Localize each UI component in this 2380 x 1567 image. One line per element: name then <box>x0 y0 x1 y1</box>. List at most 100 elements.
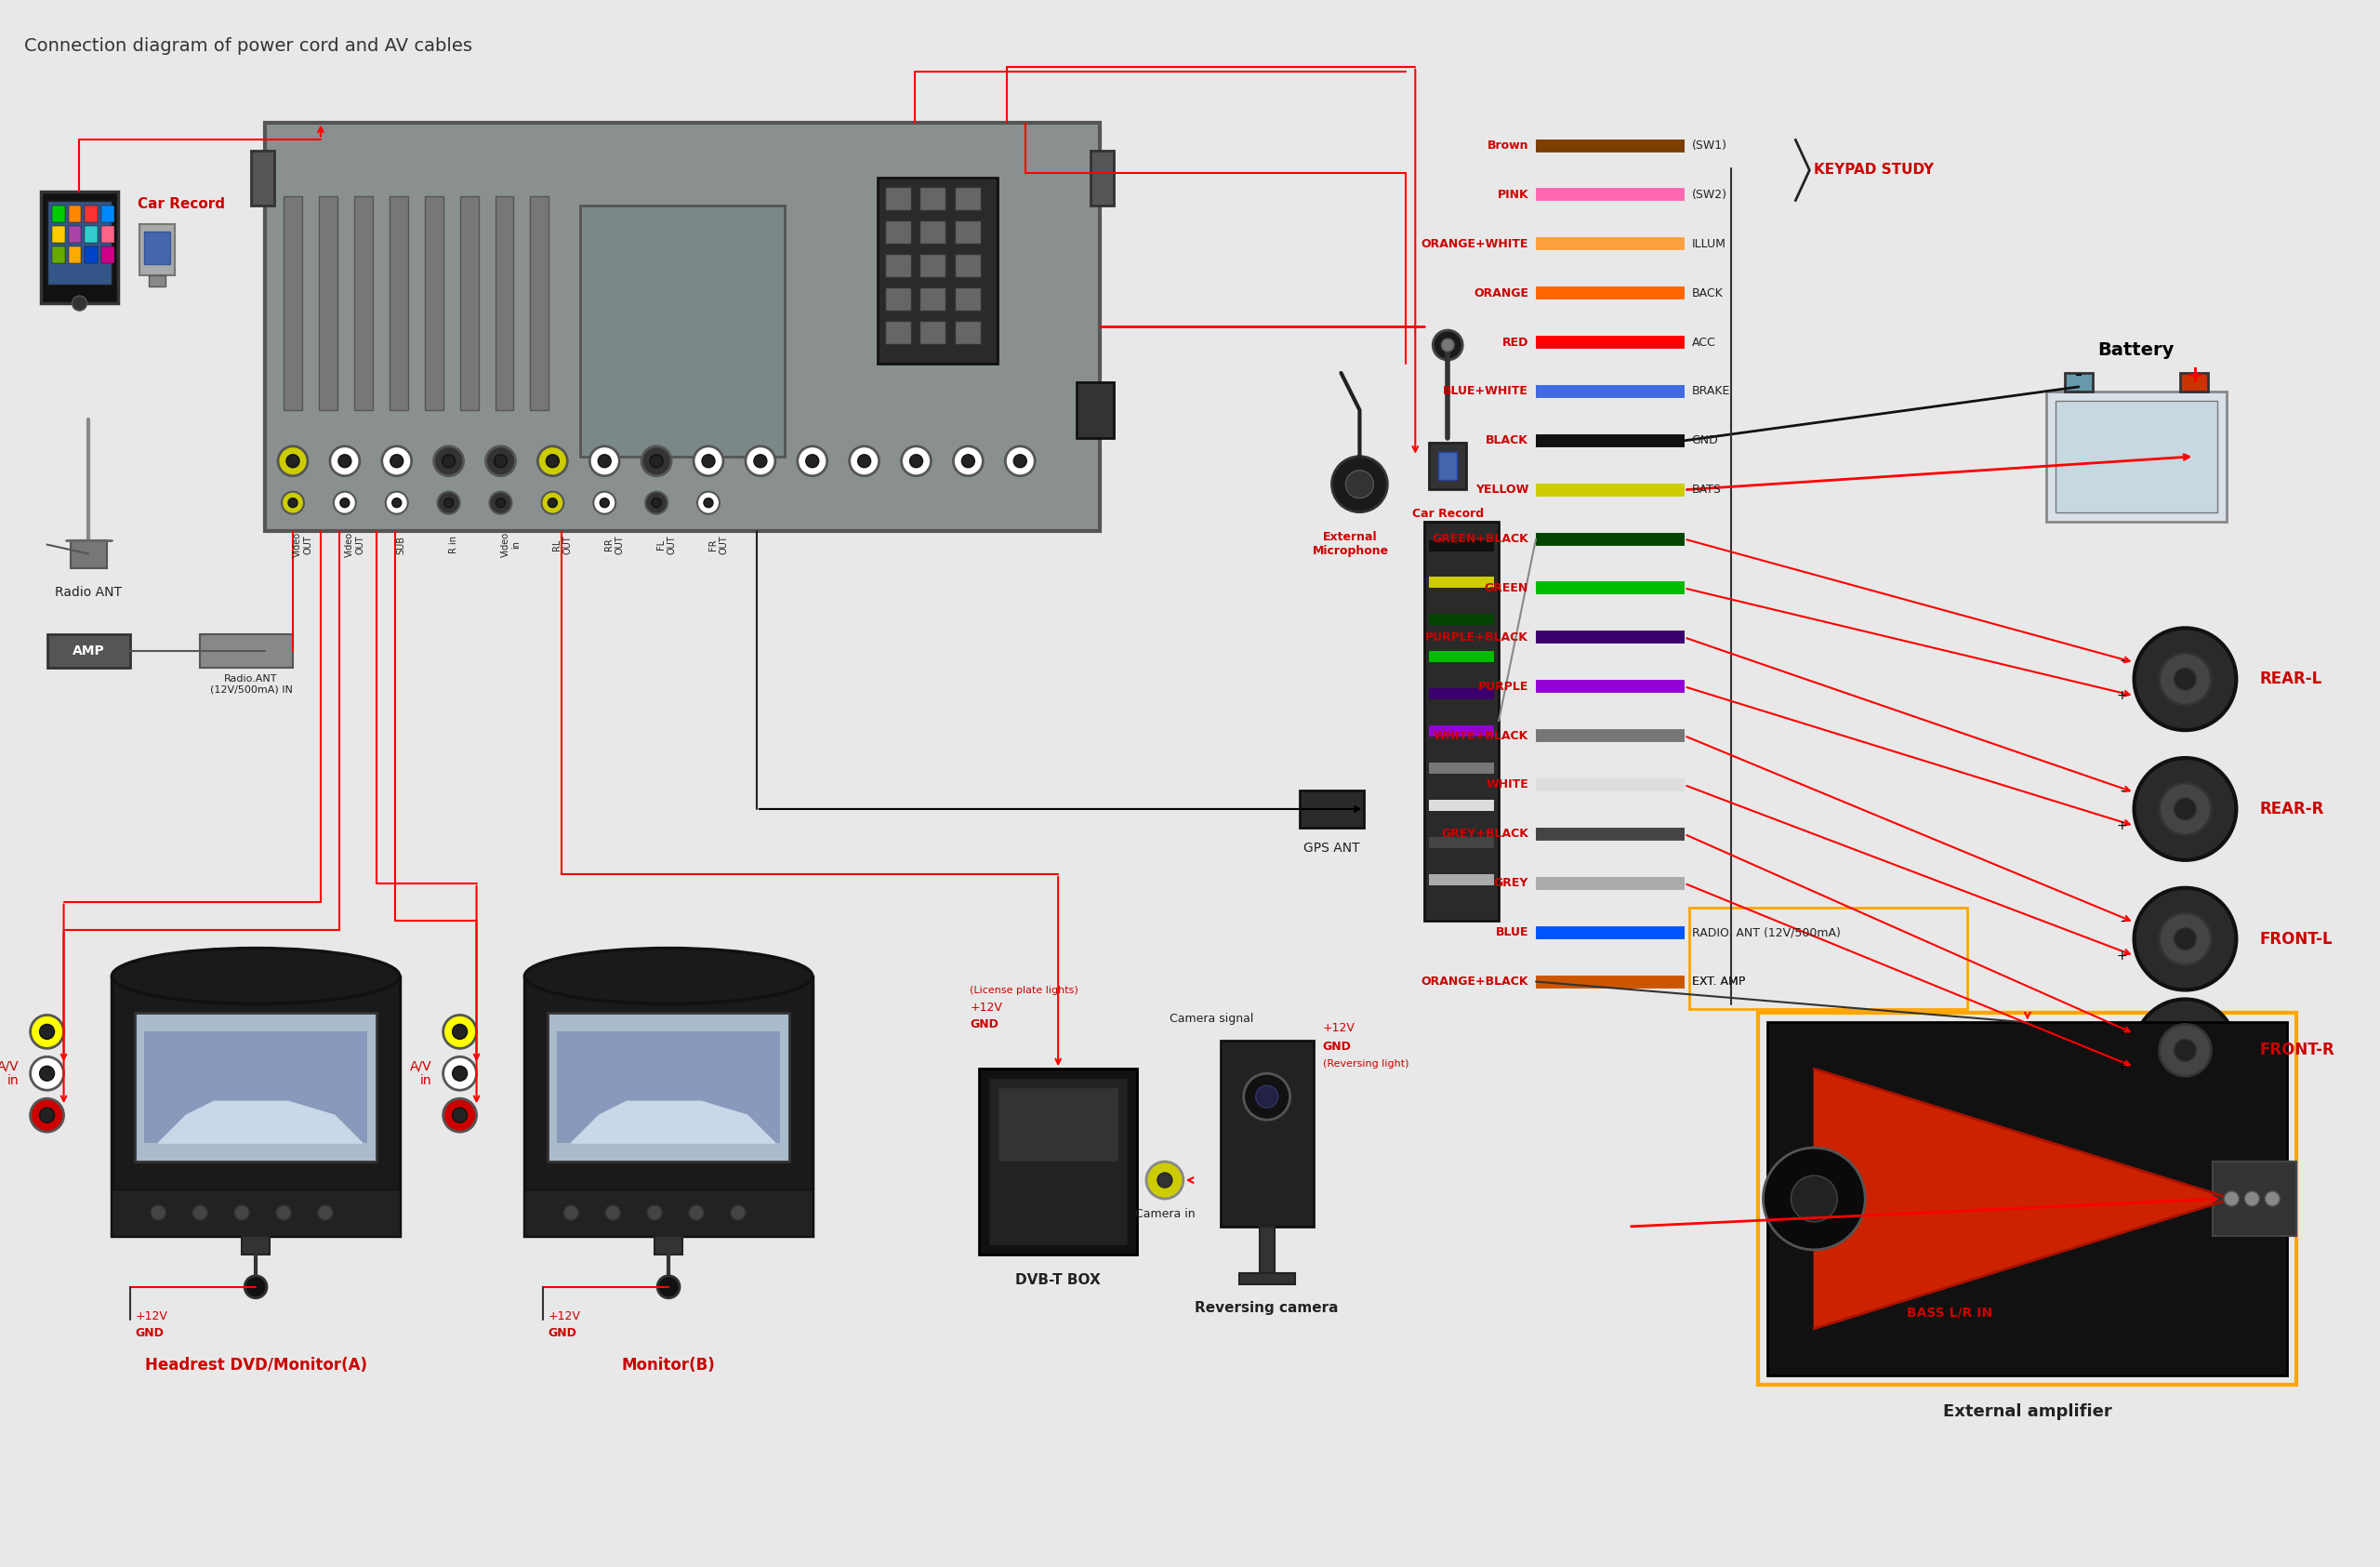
Circle shape <box>597 454 612 467</box>
Text: External amplifier: External amplifier <box>1942 1402 2111 1420</box>
Text: BATS: BATS <box>1692 484 1721 495</box>
Circle shape <box>71 296 88 310</box>
Circle shape <box>452 1108 466 1122</box>
Bar <box>921 188 945 210</box>
Bar <box>524 1189 812 1236</box>
Text: GREEN: GREEN <box>1485 581 1528 594</box>
Text: +: + <box>2116 820 2128 832</box>
Circle shape <box>245 1276 267 1297</box>
Text: GND: GND <box>971 1019 1000 1031</box>
Circle shape <box>443 1098 476 1131</box>
Text: PURPLE: PURPLE <box>1478 680 1528 693</box>
Circle shape <box>390 454 402 467</box>
Bar <box>69 541 107 567</box>
Circle shape <box>1333 456 1388 512</box>
Circle shape <box>645 492 669 514</box>
Ellipse shape <box>524 948 812 1004</box>
Circle shape <box>452 1025 466 1039</box>
Bar <box>1221 1040 1314 1227</box>
Text: FRONT-L: FRONT-L <box>2259 931 2332 948</box>
Text: SUB: SUB <box>397 536 407 553</box>
Bar <box>200 635 293 668</box>
Bar <box>2047 392 2228 522</box>
Text: EXT. AMP: EXT. AMP <box>1692 976 1745 987</box>
Bar <box>524 976 812 1236</box>
Circle shape <box>688 1205 704 1221</box>
Circle shape <box>538 447 566 476</box>
Circle shape <box>2159 784 2211 835</box>
Text: (License plate lights): (License plate lights) <box>971 986 1078 995</box>
Text: (Reversing light): (Reversing light) <box>1323 1059 1409 1069</box>
Bar <box>1768 1022 2287 1374</box>
Bar <box>1426 522 1499 920</box>
Bar <box>885 188 912 210</box>
Text: ORANGE+BLACK: ORANGE+BLACK <box>1421 976 1528 987</box>
Bar <box>150 276 167 287</box>
Circle shape <box>2244 1191 2259 1207</box>
Bar <box>264 122 1100 531</box>
Text: DVB-T BOX: DVB-T BOX <box>1016 1272 1102 1287</box>
Text: RADIO. ANT (12V/500mA): RADIO. ANT (12V/500mA) <box>1692 926 1840 939</box>
Circle shape <box>2266 1191 2280 1207</box>
Circle shape <box>2159 914 2211 965</box>
Text: Connection diagram of power cord and AV cables: Connection diagram of power cord and AV … <box>24 38 471 55</box>
Circle shape <box>281 492 305 514</box>
Bar <box>885 321 912 345</box>
Text: -: - <box>2121 915 2125 929</box>
Polygon shape <box>571 1102 776 1142</box>
Bar <box>2180 373 2209 392</box>
Bar <box>1299 790 1364 827</box>
Bar <box>954 321 981 345</box>
Bar <box>112 1189 400 1236</box>
Bar <box>2056 401 2218 512</box>
Bar <box>140 224 176 276</box>
Text: -: - <box>2121 657 2125 669</box>
Text: ORANGE+WHITE: ORANGE+WHITE <box>1421 238 1528 251</box>
Circle shape <box>2159 1025 2211 1077</box>
Bar <box>243 1236 269 1255</box>
Bar <box>145 232 171 265</box>
Circle shape <box>2173 928 2197 950</box>
Circle shape <box>381 447 412 476</box>
Circle shape <box>545 454 559 467</box>
Bar <box>459 196 478 411</box>
Circle shape <box>338 454 352 467</box>
Bar <box>52 205 64 223</box>
Bar <box>145 1031 367 1142</box>
Text: Brown: Brown <box>1488 139 1528 152</box>
Bar <box>102 246 114 263</box>
Text: Car Record: Car Record <box>138 197 226 212</box>
Text: REAR-R: REAR-R <box>2259 801 2323 818</box>
Circle shape <box>697 492 719 514</box>
Circle shape <box>605 1205 621 1221</box>
Text: Radio.ANT
(12V/500mA) IN: Radio.ANT (12V/500mA) IN <box>209 674 293 694</box>
Text: RED: RED <box>1502 337 1528 348</box>
Bar <box>978 1069 1138 1255</box>
Circle shape <box>40 1025 55 1039</box>
Text: ILLUM: ILLUM <box>1692 238 1726 251</box>
Bar <box>355 196 374 411</box>
Bar <box>136 1014 376 1161</box>
Circle shape <box>657 1276 681 1297</box>
Circle shape <box>40 1108 55 1122</box>
Bar <box>1428 541 1495 552</box>
Bar <box>1428 652 1495 663</box>
Circle shape <box>31 1015 64 1048</box>
Bar <box>102 226 114 243</box>
Circle shape <box>540 492 564 514</box>
Bar <box>921 254 945 277</box>
Circle shape <box>393 498 402 508</box>
Text: +12V: +12V <box>136 1310 167 1323</box>
Text: BLUE+WHITE: BLUE+WHITE <box>1442 385 1528 398</box>
Circle shape <box>445 498 452 508</box>
Text: GND: GND <box>1323 1040 1352 1053</box>
Text: (SW1): (SW1) <box>1692 139 1728 152</box>
Text: Video
OUT: Video OUT <box>345 531 364 558</box>
Bar <box>2213 1161 2297 1236</box>
Circle shape <box>319 1205 333 1221</box>
Circle shape <box>2173 798 2197 820</box>
Circle shape <box>731 1205 745 1221</box>
Text: -: - <box>2121 1026 2125 1040</box>
Bar <box>1259 1227 1273 1272</box>
Circle shape <box>857 454 871 467</box>
